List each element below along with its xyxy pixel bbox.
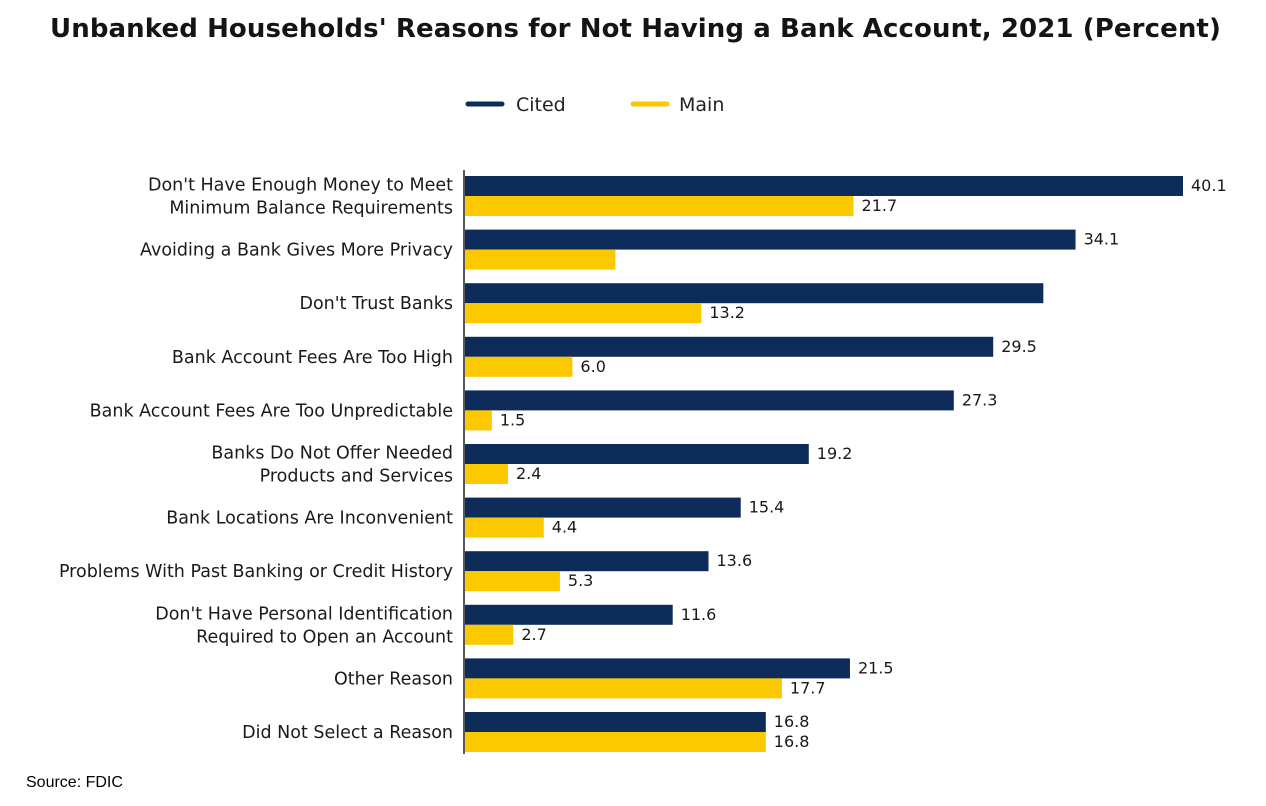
- value-label-cited: 19.2: [817, 444, 853, 463]
- bar-cited: [465, 712, 766, 732]
- category-label: Don't Have Enough Money to Meet: [148, 176, 453, 196]
- value-label-cited: 34.1: [1084, 230, 1120, 249]
- bar-cited: [465, 336, 994, 357]
- bar-cited: [465, 390, 954, 411]
- value-label-main: 5.3: [568, 571, 593, 590]
- value-label-main: 4.4: [552, 518, 577, 537]
- value-label-cited: 15.4: [749, 498, 785, 517]
- category-label: Problems With Past Banking or Credit His…: [59, 562, 453, 582]
- bar-cited: [465, 444, 809, 464]
- category-label: Bank Account Fees Are Too High: [172, 348, 453, 368]
- legend-label-main: Main: [679, 94, 724, 116]
- category-label: Banks Do Not Offer Needed: [211, 444, 453, 464]
- bar-cited: [465, 551, 709, 572]
- category-label: Don't Have Personal Identification: [155, 604, 453, 624]
- bar-main: [465, 732, 766, 752]
- bar-main: [465, 196, 854, 216]
- value-label-cited: 27.3: [962, 390, 998, 409]
- bar-main: [465, 624, 514, 645]
- value-label-main: 2.7: [521, 625, 546, 644]
- chart-title: Unbanked Households' Reasons for Not Hav…: [50, 14, 1221, 44]
- legend: Cited Main: [465, 94, 724, 116]
- category-label: Avoiding a Bank Gives More Privacy: [140, 241, 453, 261]
- bar-cited: [465, 176, 1183, 196]
- category-label: Bank Locations Are Inconvenient: [166, 509, 453, 529]
- category-label: Products and Services: [260, 467, 453, 487]
- bar-cited: [465, 497, 741, 518]
- category-label: Did Not Select a Reason: [242, 723, 453, 743]
- value-label-cited: 16.8: [774, 712, 810, 731]
- bar-cited: [465, 658, 850, 679]
- bar-cited: [465, 604, 673, 625]
- value-label-cited: 40.1: [1191, 176, 1227, 195]
- bar-main: [465, 517, 544, 538]
- category-label: Minimum Balance Requirements: [169, 199, 453, 219]
- source-note: Source: FDIC: [26, 774, 123, 791]
- legend-label-cited: Cited: [516, 94, 566, 116]
- category-label: Bank Account Fees Are Too Unpredictable: [90, 401, 453, 421]
- bar-main: [465, 249, 616, 270]
- bar-main: [465, 356, 573, 377]
- value-label-cited: 21.5: [858, 658, 894, 677]
- value-label-main: 2.4: [516, 464, 541, 483]
- bar-main: [465, 410, 492, 431]
- value-label-main: 6.0: [580, 357, 605, 376]
- bar-main: [465, 303, 702, 324]
- category-label: Required to Open an Account: [196, 627, 453, 647]
- value-label-main: 13.2: [709, 303, 745, 322]
- bar-cited: [465, 283, 1044, 304]
- bar-main: [465, 464, 508, 484]
- value-label-main: 16.8: [774, 732, 810, 751]
- value-label-main: 21.7: [862, 196, 898, 215]
- value-label-cited: 13.6: [717, 551, 753, 570]
- bar-main: [465, 678, 782, 699]
- value-label-main: 1.5: [500, 410, 525, 429]
- bar-main: [465, 571, 560, 592]
- bars-group: 40.1 21.7 Don't Have Enough Money to Meet M…: [59, 176, 1227, 752]
- value-label-main: 17.7: [790, 678, 826, 697]
- bar-cited: [465, 229, 1076, 250]
- value-label-cited: 29.5: [1001, 337, 1037, 356]
- category-label: Other Reason: [334, 669, 453, 689]
- category-label: Don't Trust Banks: [299, 294, 453, 314]
- value-label-cited: 11.6: [681, 605, 717, 624]
